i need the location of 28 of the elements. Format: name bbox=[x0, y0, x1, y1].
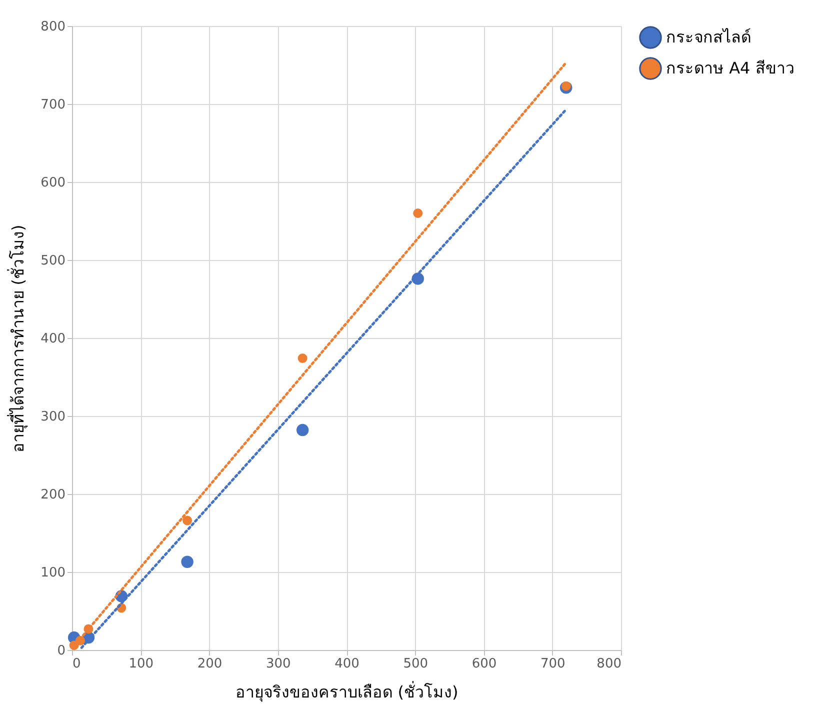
y-tick-label: 0 bbox=[57, 644, 66, 658]
point bbox=[182, 516, 192, 526]
x-tick-label: 600 bbox=[472, 656, 497, 672]
y-tick-label: 700 bbox=[40, 98, 66, 112]
x-tick-label: 500 bbox=[403, 656, 428, 672]
y-tick-label: 100 bbox=[40, 566, 66, 580]
x-tick-label: 700 bbox=[540, 656, 566, 672]
y-tick-label: 600 bbox=[40, 176, 66, 190]
y-tick-label: 500 bbox=[40, 254, 66, 268]
legend-label: กระจกสไลด์ bbox=[666, 28, 751, 46]
y-tick-label: 200 bbox=[40, 488, 66, 502]
x-tick-label: 100 bbox=[128, 656, 154, 672]
x-axis-title: อายุจริงของคราบเลือด (ชั่วโมง) bbox=[236, 680, 458, 702]
x-tick-label: 400 bbox=[334, 656, 360, 672]
x-tick-label: 300 bbox=[266, 656, 291, 672]
x-tick-label: 800 bbox=[596, 656, 622, 672]
y-tick-label: 400 bbox=[40, 332, 66, 346]
point bbox=[413, 208, 423, 218]
y-axis-title: อายุที่ได้จากการทำนาย (ชั่วโมง) bbox=[6, 224, 29, 452]
y-tick-label: 800 bbox=[40, 20, 66, 34]
y-tick-label: 300 bbox=[40, 410, 66, 424]
point bbox=[181, 556, 194, 568]
x-tick-label: 0 bbox=[72, 656, 81, 672]
point bbox=[561, 81, 571, 91]
x-tick-label: 200 bbox=[197, 656, 222, 672]
legend-label: กระดาษ A4 สีขาว bbox=[666, 58, 794, 78]
point bbox=[298, 354, 308, 364]
point bbox=[296, 424, 309, 436]
